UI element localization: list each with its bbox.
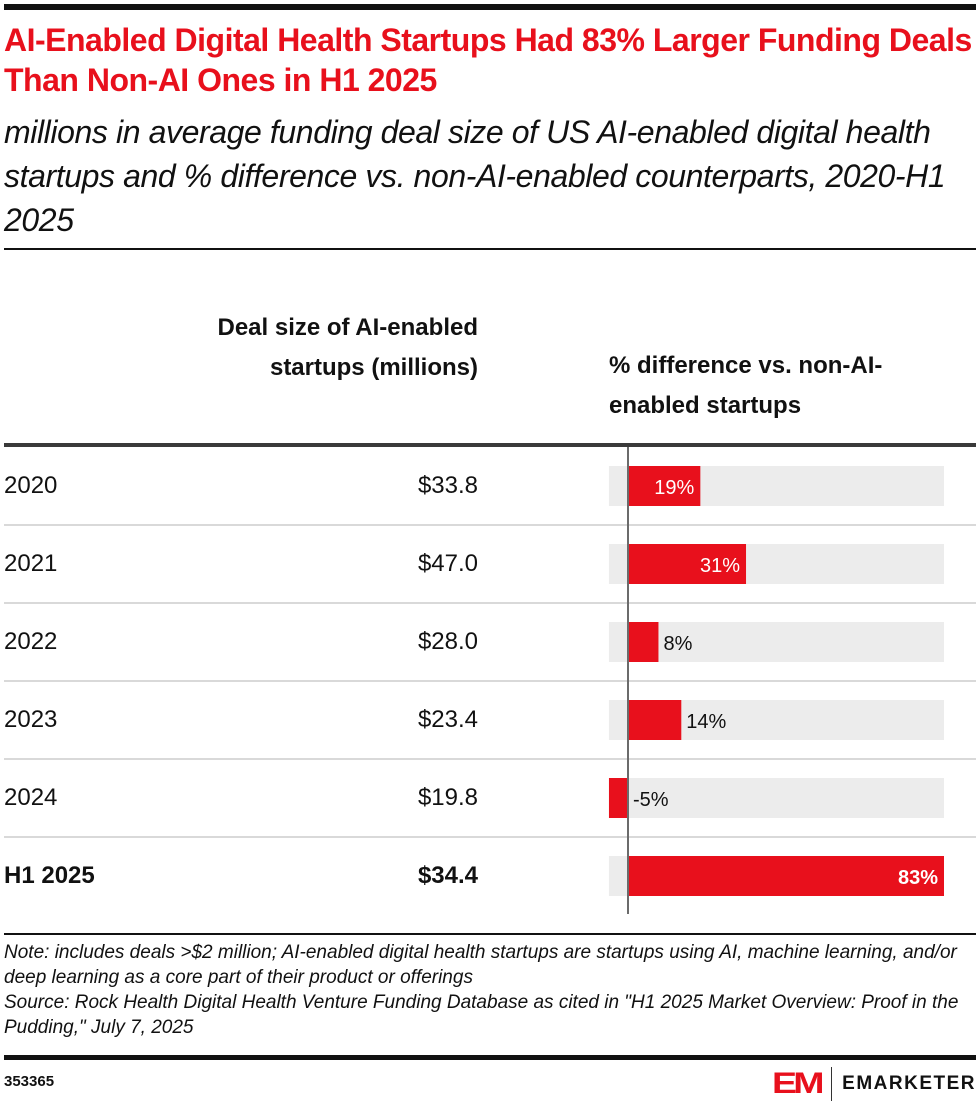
bar-track: [608, 622, 944, 662]
pct-diff-bar: [628, 544, 747, 584]
pct-diff-label: 8%: [663, 633, 692, 655]
deal-size-value: $34.4: [417, 862, 478, 889]
row-label: H1 2025: [4, 862, 95, 889]
chart-subtitle: millions in average funding deal size of…: [4, 114, 946, 238]
row-label: 2020: [4, 472, 58, 499]
row-label: 2022: [4, 628, 58, 655]
title-divider: [4, 248, 976, 250]
table-row: 2023 $23.4: [4, 681, 976, 759]
table-row: 2024 $19.8: [4, 759, 976, 837]
table-row: 2020 $33.8: [4, 447, 976, 525]
chart-title: AI-Enabled Digital Health Startups Had 8…: [4, 22, 972, 98]
top-rule: [4, 4, 976, 10]
table-row: 2021 $47.0: [4, 525, 976, 603]
deal-size-value: $23.4: [417, 706, 478, 733]
bar-track: [608, 778, 944, 818]
pct-diff-label: 31%: [700, 555, 740, 577]
logo-divider: [831, 1067, 833, 1101]
header-divider: [4, 443, 976, 447]
pct-diff-bar: [628, 622, 659, 662]
pct-diff-bar: [628, 856, 944, 896]
pct-diff-bar: [628, 466, 701, 506]
table-row: H1 2025 $34.4: [4, 837, 976, 915]
deal-size-value: $33.8: [417, 472, 478, 499]
row-label: 2021: [4, 550, 58, 577]
row-divider: [4, 836, 976, 838]
row-label: 2024: [4, 784, 58, 811]
pct-diff-label: 19%: [654, 477, 694, 499]
pct-diff-bar: [608, 778, 628, 818]
row-divider: [4, 758, 976, 760]
deal-size-value: $28.0: [417, 628, 478, 655]
em-logo-icon: EM: [772, 1067, 825, 1100]
notes-divider: [4, 933, 976, 935]
deal-size-value: $47.0: [417, 550, 478, 577]
pct-diff-label: -5%: [633, 789, 669, 811]
column-header-pct-diff: % difference vs. non-AI-enabled startups: [609, 352, 883, 419]
deal-size-value: $19.8: [417, 784, 478, 811]
row-divider: [4, 524, 976, 526]
chart-id: 353365: [4, 1073, 55, 1090]
table-row: 2022 $28.0: [4, 603, 976, 681]
brand-name: EMARKETER: [842, 1073, 976, 1094]
footer-divider: [4, 1055, 976, 1060]
column-header-deal-size: Deal size of AI-enabled startups (millio…: [217, 314, 478, 381]
source-text: Source: Rock Health Digital Health Ventu…: [4, 992, 959, 1038]
row-divider: [4, 680, 976, 682]
bar-chart: 19% 31% 8% 14% -5% 83%: [608, 447, 944, 914]
emarketer-logo: EM EMARKETER: [772, 1066, 976, 1102]
row-divider: [4, 602, 976, 604]
pct-diff-label: 14%: [686, 711, 726, 733]
pct-diff-bar: [628, 700, 682, 740]
row-label: 2023: [4, 706, 58, 733]
notes: Note: includes deals >$2 million; AI-ena…: [4, 940, 974, 1040]
pct-diff-label: 83%: [898, 867, 938, 889]
note-text: Note: includes deals >$2 million; AI-ena…: [4, 942, 957, 988]
